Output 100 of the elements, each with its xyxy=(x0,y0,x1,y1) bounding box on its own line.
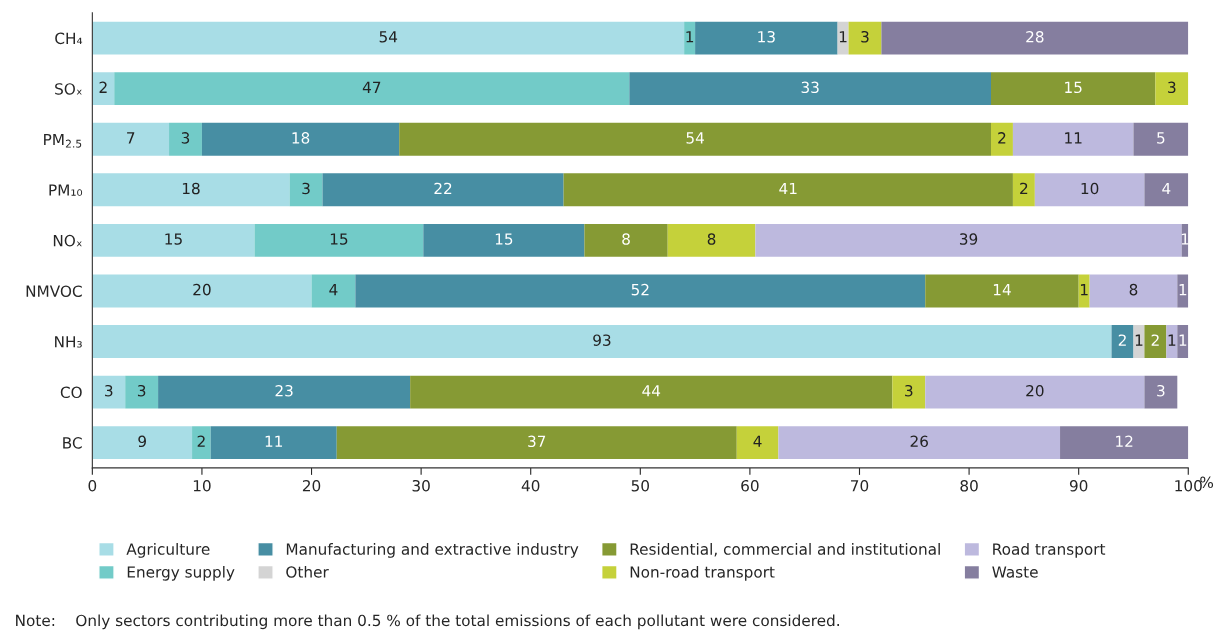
data-label: 3 xyxy=(1157,384,1165,397)
x-tick-label: 50 xyxy=(631,480,650,492)
x-tick-label: 90 xyxy=(1069,480,1088,492)
bar xyxy=(125,375,159,409)
data-label: 2 xyxy=(998,132,1006,144)
y-tick-label: NOₓ xyxy=(53,234,82,247)
data-label: 28 xyxy=(1026,30,1044,43)
bar xyxy=(1012,122,1134,156)
data-label: 4 xyxy=(1162,182,1171,195)
data-label: 11 xyxy=(265,435,283,447)
legend-label: Energy supply xyxy=(127,565,235,581)
data-label: 1 xyxy=(1135,334,1143,346)
bar xyxy=(991,72,1156,106)
data-label: 15 xyxy=(165,233,182,245)
bar xyxy=(92,173,290,207)
data-label: 93 xyxy=(593,334,611,346)
data-label: 10 xyxy=(1081,182,1099,195)
bar xyxy=(684,21,696,55)
x-tick-label: 60 xyxy=(741,480,759,492)
bar xyxy=(1177,325,1189,358)
bar xyxy=(92,375,126,409)
bar xyxy=(1133,122,1189,156)
data-label: 3 xyxy=(137,384,146,397)
bar xyxy=(1078,274,1090,308)
x-tick-label: 30 xyxy=(412,480,430,492)
bar xyxy=(584,223,668,257)
x-tick-label: 0 xyxy=(88,480,97,492)
bar xyxy=(114,72,630,106)
data-label: 33 xyxy=(801,81,819,94)
bar xyxy=(1144,325,1167,358)
data-label: 1 xyxy=(1179,334,1187,346)
data-label: 18 xyxy=(292,132,310,144)
data-label: 44 xyxy=(642,385,661,397)
y-tick-label: PM₁₀ xyxy=(49,184,83,196)
bar xyxy=(837,21,849,55)
data-label: 1 xyxy=(839,31,847,43)
legend-label: Road transport xyxy=(993,543,1106,558)
bar xyxy=(92,72,115,106)
bar xyxy=(322,173,564,207)
legend-label: Other xyxy=(286,565,329,578)
data-label: 52 xyxy=(631,283,649,296)
bar xyxy=(629,72,991,106)
bar xyxy=(881,21,1189,55)
data-label: 8 xyxy=(622,233,630,245)
bar xyxy=(1144,173,1189,207)
bar xyxy=(1089,274,1178,308)
data-label: 3 xyxy=(181,132,190,144)
bar xyxy=(201,122,400,156)
data-label: 4 xyxy=(329,284,338,296)
data-label: 2 xyxy=(197,435,205,447)
data-label: 15 xyxy=(1065,81,1082,94)
bar xyxy=(563,173,1013,207)
data-label: 12 xyxy=(1116,435,1133,447)
x-tick-label: 20 xyxy=(302,480,321,492)
bar xyxy=(254,223,424,257)
bar xyxy=(355,274,926,308)
y-tick-label: CO xyxy=(60,386,82,399)
bar xyxy=(336,426,737,460)
data-label: 20 xyxy=(1026,384,1044,397)
y-tick-label: NMVOC xyxy=(26,285,82,297)
bar xyxy=(1060,426,1189,460)
bar xyxy=(1111,325,1134,358)
data-label: 47 xyxy=(362,81,381,93)
data-label: 4 xyxy=(753,435,762,447)
bar xyxy=(925,274,1079,308)
x-tick-label: 70 xyxy=(851,480,869,492)
y-tick-label: SOₓ xyxy=(55,83,82,95)
bar xyxy=(399,122,991,156)
data-label: 3 xyxy=(861,30,869,43)
bar xyxy=(92,21,685,55)
legend-label: Waste xyxy=(992,566,1038,578)
data-label: 15 xyxy=(495,233,513,245)
x-tick-label: 100 xyxy=(1175,480,1202,492)
bar xyxy=(991,122,1013,156)
text: Note: Only sectors contributing more than 0.5 % of the total emissions of each pollutant were considered. xyxy=(16,614,839,630)
bar xyxy=(1133,325,1145,358)
legend-label: Residential, commercial and institutional xyxy=(630,543,940,557)
bar xyxy=(92,325,1112,358)
data-label: 3 xyxy=(302,182,310,195)
bar xyxy=(169,122,202,156)
data-label: 3 xyxy=(905,384,913,397)
data-label: 3 xyxy=(105,384,113,397)
data-label: 2 xyxy=(1151,334,1159,346)
data-label: 54 xyxy=(379,31,398,43)
bar xyxy=(410,375,893,409)
data-label: 7 xyxy=(127,132,135,144)
bar xyxy=(192,426,211,460)
data-label: 14 xyxy=(993,284,1011,296)
bar xyxy=(1144,375,1178,409)
bar xyxy=(423,223,585,257)
bar xyxy=(311,274,356,308)
bar xyxy=(848,21,882,55)
data-label: 41 xyxy=(779,182,797,195)
data-label: 2 xyxy=(1020,182,1028,195)
data-label: 8 xyxy=(1129,283,1138,296)
data-label: 8 xyxy=(707,233,716,245)
data-label: 1 xyxy=(1179,284,1187,296)
data-label: 2 xyxy=(1118,334,1126,346)
bar xyxy=(289,173,323,207)
data-label: 5 xyxy=(1157,132,1165,144)
